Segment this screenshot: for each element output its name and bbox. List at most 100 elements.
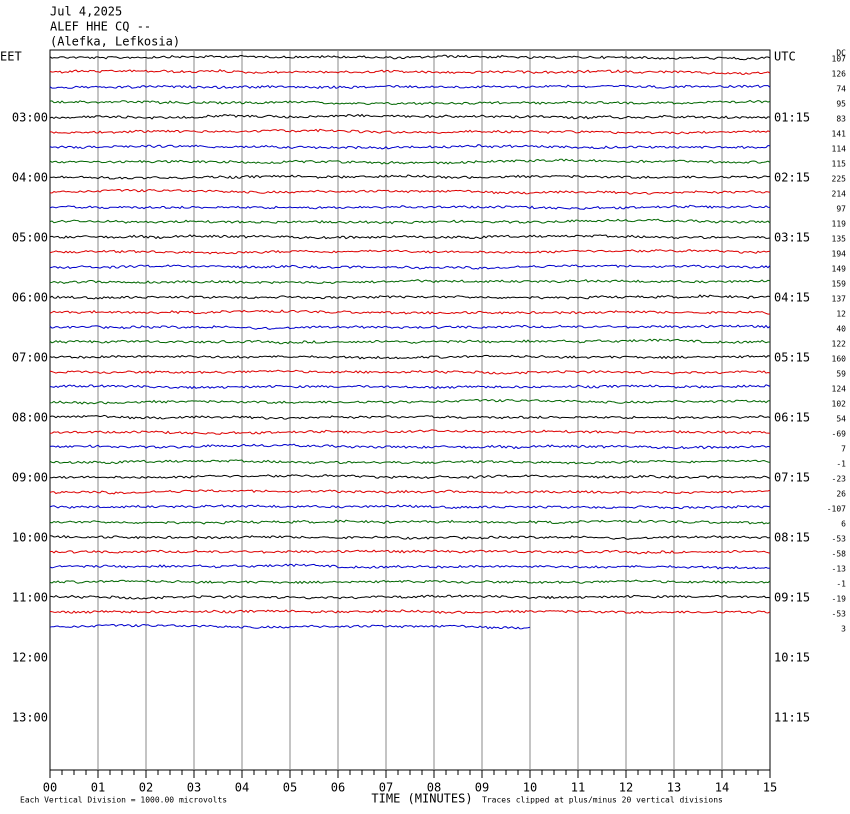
right-label: 02:15 [774,171,810,185]
trace [49,609,771,614]
trace [49,69,771,75]
date: Jul 4,2025 [50,5,122,19]
dc-offset: 107 [832,55,847,64]
trace [49,398,771,405]
dc-offset: -53 [832,610,847,619]
trace [49,459,771,465]
dc-offset: 160 [832,355,847,364]
left-label: 03:00 [12,111,48,125]
station: ALEF HHE CQ -- [50,20,151,34]
left-label: 07:00 [12,351,48,365]
dc-offset: 26 [836,490,846,499]
dc-offset: 149 [832,265,847,274]
left-label: 11:00 [12,591,48,605]
dc-offset: -23 [832,475,847,484]
right-label: UTC [774,50,796,64]
trace [49,563,771,570]
trace [49,144,771,150]
dc-offset: -1 [836,580,846,589]
trace [49,443,771,450]
dc-offset: -19 [832,595,847,604]
trace [49,338,770,345]
dc-offset: -107 [827,505,846,514]
trace [49,549,771,555]
left-label: 08:00 [12,411,48,425]
right-label: 07:15 [774,471,810,485]
dc-offset: 97 [836,205,846,214]
dc-title: DC [836,49,846,58]
dc-offset: 115 [832,160,847,169]
dc-offset: 214 [832,190,847,199]
x-tick-label: 13 [667,781,681,795]
trace [49,218,771,225]
trace [49,504,771,510]
x-tick-label: 10 [523,781,537,795]
x-tick-label: 15 [763,781,777,795]
dc-offset: -13 [832,565,847,574]
trace [49,384,771,390]
right-label: 05:15 [774,351,810,365]
dc-offset: 3 [841,625,846,634]
trace [49,309,771,315]
dc-offset: 74 [836,85,846,94]
right-label: 01:15 [774,111,810,125]
dc-offset: -69 [832,430,847,439]
left-label: 09:00 [12,471,48,485]
dc-offset: 135 [832,235,847,244]
dc-offset: 114 [832,145,847,154]
right-label: 06:15 [774,411,810,425]
trace [49,429,771,435]
dc-offset: 141 [832,130,847,139]
dc-offset: 95 [836,100,846,109]
dc-offset: 7 [841,445,846,454]
trace [49,264,771,270]
dc-offset: -1 [836,460,846,469]
dc-offset: 225 [832,175,847,184]
x-tick-label: 08 [427,781,441,795]
x-tick-label: 05 [283,781,297,795]
trace [49,324,771,330]
dc-offset: 124 [832,385,847,394]
trace [49,354,771,360]
right-label: 04:15 [774,291,810,305]
dc-offset: 40 [836,325,846,334]
trace [49,369,771,375]
left-label: 12:00 [12,651,48,665]
location: (Alefka, Lefkosia) [50,35,180,49]
trace [49,54,771,61]
left-label: 06:00 [12,291,48,305]
x-tick-label: 14 [715,781,729,795]
dc-offset: 194 [832,250,847,259]
trace [49,113,771,120]
plot-frame [49,49,771,771]
dc-offset: 6 [841,520,846,529]
x-tick-label: 01 [91,781,105,795]
trace [49,623,531,630]
clip-note: Traces clipped at plus/minus 20 vertical… [482,796,723,805]
x-tick-label: 04 [235,781,249,795]
dc-offset: -58 [832,550,847,559]
dc-offset: 83 [836,115,846,124]
trace [49,489,771,495]
trace [49,534,771,540]
trace [49,84,771,89]
dc-offset: 122 [832,340,847,349]
trace [49,158,771,165]
right-label: 09:15 [774,591,810,605]
right-label: 11:15 [774,711,810,725]
x-tick-label: 03 [187,781,201,795]
trace [49,294,771,300]
trace [49,188,771,195]
left-label: 10:00 [12,531,48,545]
x-tick-label: 12 [619,781,633,795]
dc-offset: 102 [832,400,847,409]
trace [50,474,771,479]
dc-offset: 59 [836,370,846,379]
trace [49,99,771,106]
left-label: 04:00 [12,171,48,185]
dc-offset: 137 [832,295,847,304]
right-label: 08:15 [774,531,810,545]
x-tick-label: 09 [475,781,489,795]
trace [49,414,771,420]
